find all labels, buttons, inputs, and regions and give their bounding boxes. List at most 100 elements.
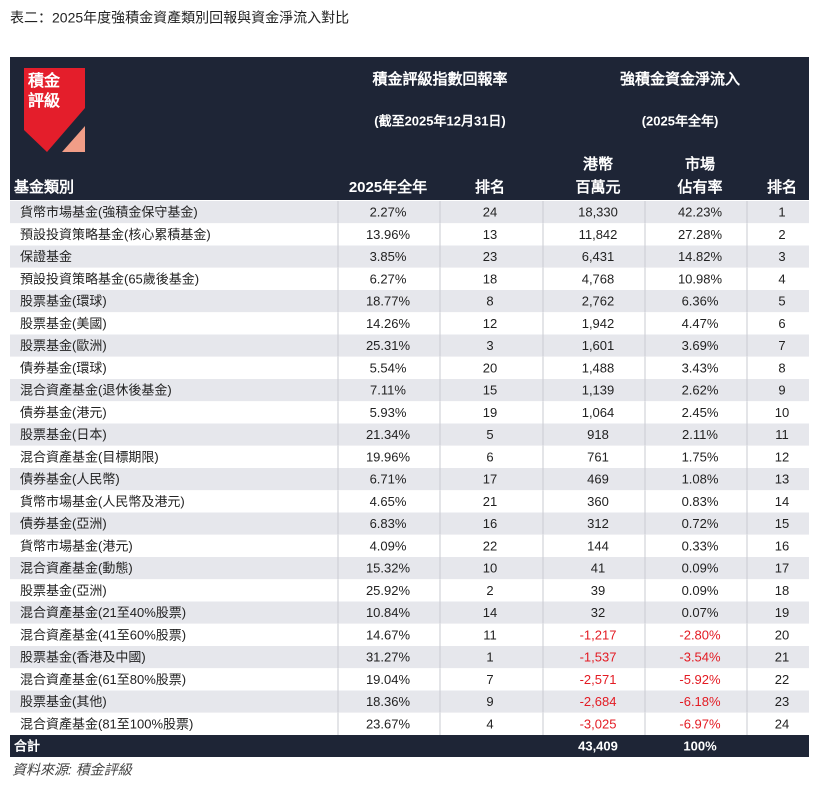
total-bg	[10, 735, 809, 757]
column-header: 市場	[685, 155, 715, 173]
row-bg	[10, 623, 809, 646]
cell: 24	[775, 716, 789, 731]
cell: 8	[486, 294, 493, 309]
fund-name: 債券基金(人民幣)	[20, 472, 120, 487]
column-header: 基金類別	[13, 178, 74, 196]
total-cell: 100%	[683, 738, 717, 753]
cell: 5	[778, 294, 785, 309]
cell: 4	[486, 716, 493, 731]
cell: 360	[587, 494, 609, 509]
fund-name: 股票基金(美國)	[20, 316, 107, 331]
cell: 7	[486, 672, 493, 687]
cell: 42.23%	[678, 205, 723, 220]
row-bg	[10, 445, 809, 468]
cell: -6.97%	[679, 716, 721, 731]
cell: 11	[775, 427, 789, 442]
cell: 1.75%	[682, 449, 719, 464]
column-header: 排名	[475, 178, 505, 196]
cell: 12	[483, 316, 497, 331]
cell: 13	[483, 227, 497, 242]
row-bg	[10, 423, 809, 446]
cell: 25.92%	[366, 583, 411, 598]
fund-name: 混合資產基金(61至80%股票)	[20, 672, 186, 687]
cell: 19	[775, 605, 789, 620]
cell: 18,330	[578, 205, 618, 220]
source: 資料來源: 積金評級	[12, 762, 133, 778]
cell: 918	[587, 427, 609, 442]
cell: 15.32%	[366, 561, 411, 576]
row-bg	[10, 356, 809, 379]
column-header: 佔有率	[676, 178, 722, 196]
cell: 23.67%	[366, 716, 411, 731]
cell: 1.08%	[682, 472, 719, 487]
cell: 2.11%	[682, 427, 718, 442]
column-header: 港幣	[583, 155, 613, 173]
fund-name: 貨幣市場基金(港元)	[20, 538, 133, 553]
cell: 32	[591, 605, 605, 620]
cell: 2,762	[582, 294, 615, 309]
fund-name: 預設投資策略基金(核心累積基金)	[20, 227, 211, 242]
cell: 20	[483, 360, 497, 375]
cell: 4	[778, 271, 785, 286]
row-bg	[10, 201, 809, 224]
cell: -6.18%	[679, 694, 721, 709]
cell: 22	[775, 672, 789, 687]
cell: -3.54%	[679, 650, 721, 665]
fund-name: 債券基金(環球)	[20, 360, 107, 375]
fund-name: 混合資產基金(動態)	[20, 561, 133, 576]
cell: 4.47%	[682, 316, 719, 331]
fund-name: 股票基金(其他)	[20, 694, 107, 709]
row-bg	[10, 712, 809, 735]
cell: 39	[591, 583, 605, 598]
row-bg	[10, 468, 809, 491]
cell: 21.34%	[366, 427, 411, 442]
cell: -2.80%	[679, 627, 721, 642]
cell: -2,684	[580, 694, 617, 709]
cell: 0.07%	[682, 605, 719, 620]
logo	[24, 68, 85, 152]
row-bg	[10, 379, 809, 402]
cell: 1,942	[582, 316, 615, 331]
row-bg	[10, 290, 809, 313]
fund-name: 股票基金(亞洲)	[20, 583, 107, 598]
column-header: 排名	[767, 178, 797, 196]
cell: 6.83%	[370, 516, 407, 531]
row-bg	[10, 646, 809, 669]
cell: -1,217	[580, 627, 617, 642]
cell: 14.67%	[366, 627, 411, 642]
cell: 312	[587, 516, 609, 531]
cell: 1,488	[582, 360, 615, 375]
cell: 16	[483, 516, 497, 531]
cell: 15	[775, 516, 789, 531]
row-bg	[10, 512, 809, 535]
cell: 15	[483, 383, 497, 398]
cell: 1,139	[582, 383, 615, 398]
cell: 1	[486, 650, 493, 665]
cell: 3	[778, 249, 785, 264]
cell: 23	[775, 694, 789, 709]
cell: 6.27%	[370, 271, 407, 286]
row-bg	[10, 534, 809, 557]
fund-name: 債券基金(港元)	[20, 405, 107, 420]
cell: 10	[775, 405, 789, 420]
cell: 761	[587, 449, 609, 464]
logo-text: 積金	[27, 71, 61, 90]
cell: 41	[591, 561, 605, 576]
column-header: 百萬元	[575, 178, 620, 196]
fund-name: 預設投資策略基金(65歲後基金)	[20, 271, 199, 286]
cell: 16	[775, 538, 789, 553]
row-bg	[10, 690, 809, 713]
cell: 5.54%	[370, 360, 407, 375]
row-bg	[10, 668, 809, 691]
cell: 13	[775, 472, 789, 487]
cell: 6.36%	[682, 294, 719, 309]
cell: -3,025	[580, 716, 617, 731]
cell: 14	[775, 494, 789, 509]
cell: 18	[775, 583, 789, 598]
cell: 18	[483, 271, 497, 286]
cell: 3.69%	[682, 338, 719, 353]
fund-name: 股票基金(環球)	[20, 294, 107, 309]
cell: 17	[775, 561, 789, 576]
fund-name: 股票基金(日本)	[20, 427, 107, 442]
